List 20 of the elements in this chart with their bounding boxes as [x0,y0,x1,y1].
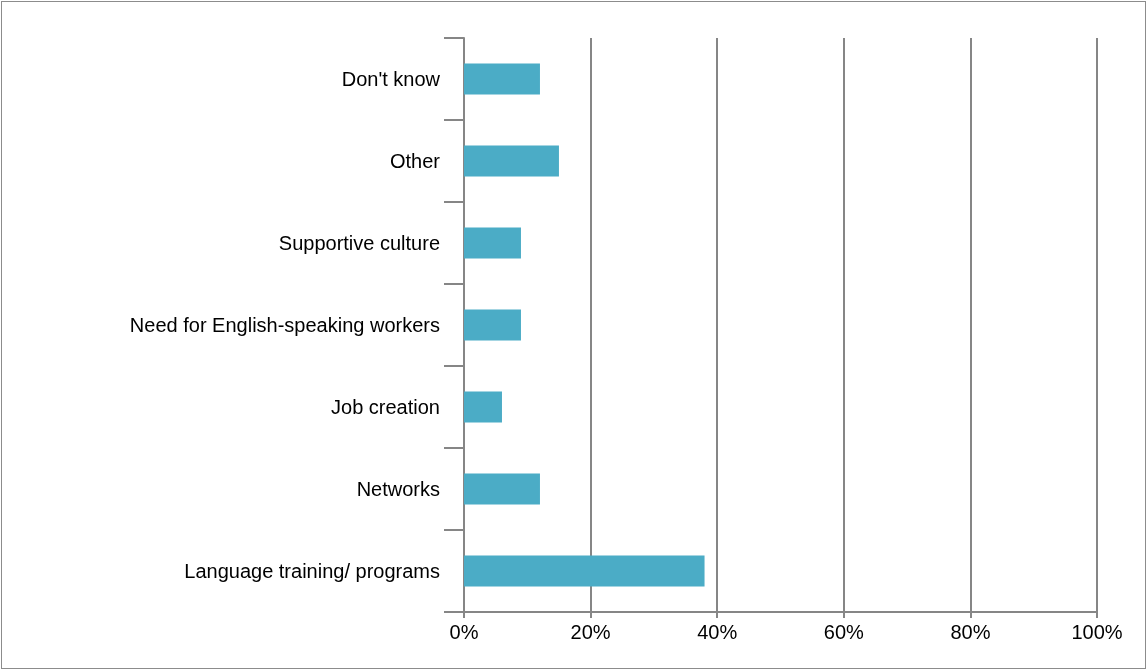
bar [464,145,559,177]
y-tick-label: Need for English-speaking workers [129,314,440,336]
x-tick-label: 0% [449,621,479,643]
bar [464,391,502,423]
y-tick-label: Don't know [341,68,441,90]
y-tick-label: Other [389,150,441,172]
x-tick-label: 20% [570,621,611,643]
x-tick-label: 100% [1071,621,1123,643]
bar [464,473,540,505]
x-tick-label: 40% [697,621,738,643]
y-tick-label: Supportive culture [278,232,440,254]
bar [464,63,540,95]
y-tick-label: Language training/ programs [184,560,440,582]
y-tick-label: Job creation [331,396,440,418]
x-tick-label: 60% [823,621,865,643]
y-tick-label: Networks [356,478,440,500]
bar [464,555,705,587]
x-tick-label: 80% [950,621,991,643]
bar [464,227,521,259]
bar [464,309,521,341]
